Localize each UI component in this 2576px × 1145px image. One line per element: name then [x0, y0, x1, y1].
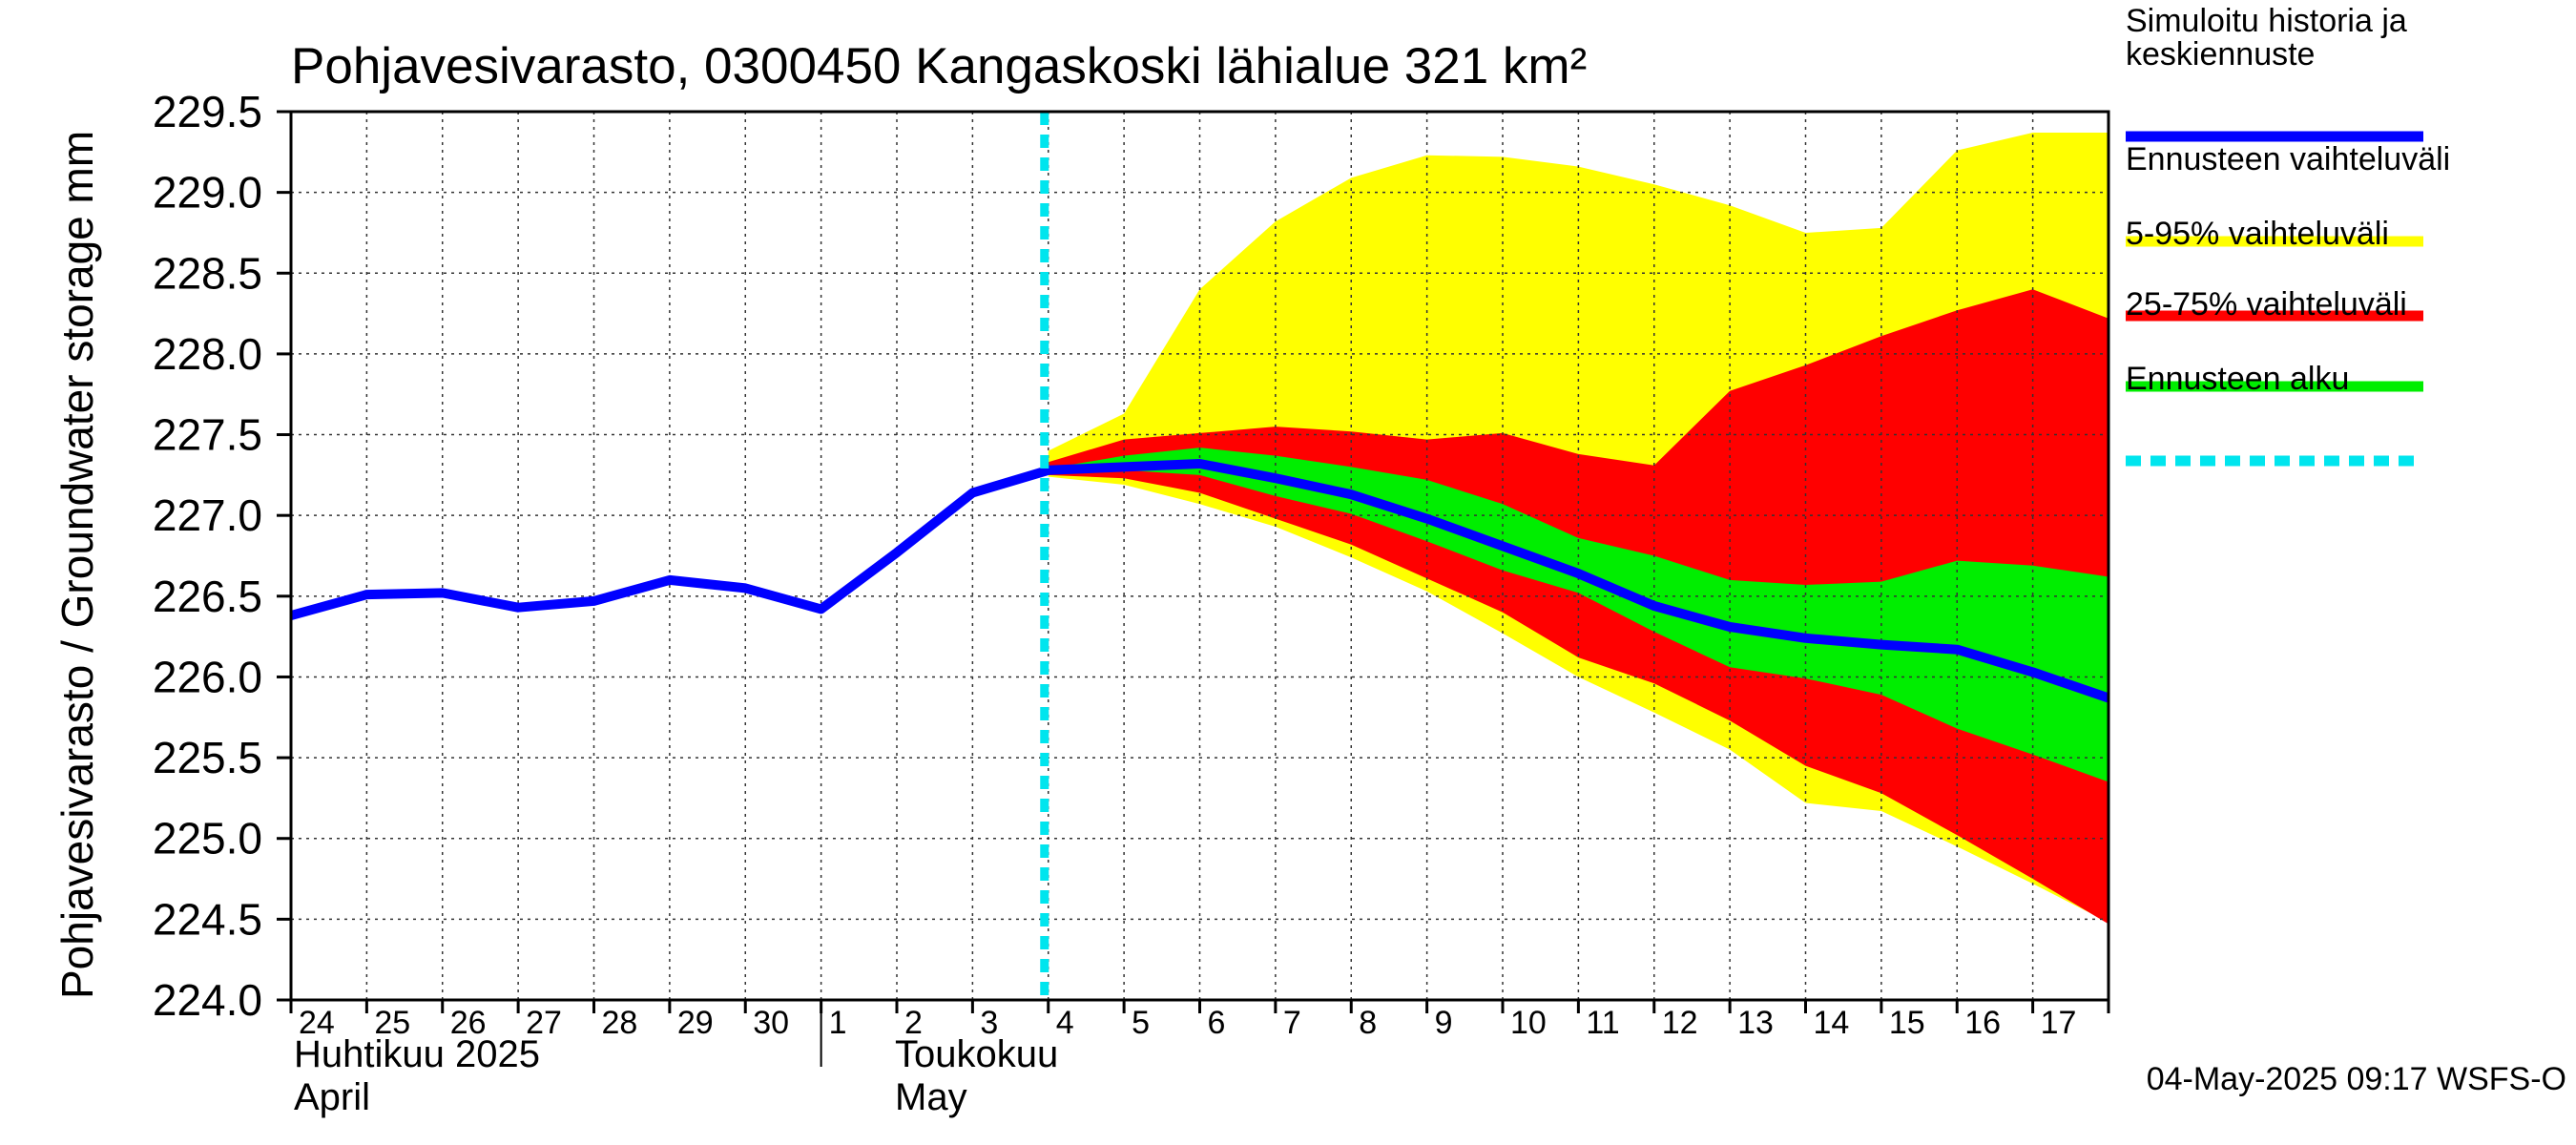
- x-tick-label: 14: [1814, 1005, 1850, 1041]
- chart-title: Pohjavesivarasto, 0300450 Kangaskoski lä…: [291, 38, 1587, 94]
- x-tick-label: 2: [904, 1005, 923, 1041]
- y-tick-label: 225.0: [153, 814, 262, 864]
- y-tick-label: 227.0: [153, 490, 262, 540]
- x-tick-label: 17: [2041, 1005, 2077, 1041]
- series-line-0: [289, 459, 2110, 703]
- x-tick-label: 25: [374, 1005, 410, 1041]
- x-tick-label: 16: [1964, 1005, 2001, 1041]
- axes: 224.0 224.5 225.0 225.5 226.0 226.5 227.0 227.5…: [153, 87, 2110, 1118]
- x-tick-label: 6: [1208, 1005, 1226, 1041]
- x-tick-label: 30: [753, 1005, 789, 1041]
- y-tick-label: 224.0: [153, 975, 262, 1025]
- x-tick-label: 8: [1359, 1005, 1377, 1041]
- series-lines: [289, 459, 2110, 703]
- legend-label-4: Ennusteen alku: [2126, 361, 2349, 397]
- x-tick-label: 13: [1737, 1005, 1774, 1041]
- legend-label-1: Ennusteen vaihteluväli: [2126, 141, 2450, 177]
- legend-label-3: 25-75% vaihteluväli: [2126, 286, 2407, 323]
- footer-timestamp: 04-May-2025 09:17 WSFS-O: [2147, 1061, 2566, 1097]
- legend-label-2: 5-95% vaihteluväli: [2126, 216, 2389, 252]
- band-1: [1048, 289, 2109, 925]
- month-label-may-en: May: [895, 1076, 967, 1118]
- x-tick-label: 4: [1056, 1005, 1074, 1041]
- x-tick-label: 11: [1586, 1005, 1619, 1041]
- month-label-may-fi: Toukokuu: [895, 1033, 1058, 1075]
- y-tick-label: 224.5: [153, 894, 262, 944]
- legend-label-0: Simuloitu historia ja: [2126, 3, 2407, 39]
- y-tick-label: 229.0: [153, 168, 262, 218]
- grid: [291, 112, 2109, 1000]
- y-tick-label: 226.0: [153, 652, 262, 701]
- x-tick-label: 12: [1662, 1005, 1698, 1041]
- x-tick-label: 1: [829, 1005, 847, 1041]
- x-tick-label: 15: [1889, 1005, 1925, 1041]
- band-2: [1048, 448, 2109, 782]
- y-tick-label: 227.5: [153, 410, 262, 460]
- y-tick-label: 229.5: [153, 87, 262, 136]
- x-tick-label: 7: [1283, 1005, 1301, 1041]
- month-label-april-en: April: [294, 1076, 370, 1118]
- y-tick-label: 225.5: [153, 733, 262, 782]
- x-tick-label: 28: [602, 1005, 638, 1041]
- y-axis-label: Pohjavesivarasto / Groundwater storage m…: [52, 131, 102, 999]
- y-tick-label: 228.5: [153, 248, 262, 298]
- y-tick-label: 226.5: [153, 572, 262, 621]
- legend-label-0: keskiennuste: [2126, 36, 2315, 73]
- x-tick-label: 29: [677, 1005, 714, 1041]
- forecast-bands: [1048, 133, 2109, 925]
- x-tick-label: 24: [299, 1005, 335, 1041]
- x-tick-label: 10: [1510, 1005, 1547, 1041]
- x-tick-label: 27: [526, 1005, 562, 1041]
- x-tick-label: 9: [1435, 1005, 1453, 1041]
- x-tick-label: 5: [1132, 1005, 1150, 1041]
- month-label-april-fi: Huhtikuu 2025: [294, 1033, 540, 1075]
- x-tick-label: 26: [450, 1005, 487, 1041]
- y-tick-label: 228.0: [153, 329, 262, 379]
- x-tick-label: 3: [980, 1005, 998, 1041]
